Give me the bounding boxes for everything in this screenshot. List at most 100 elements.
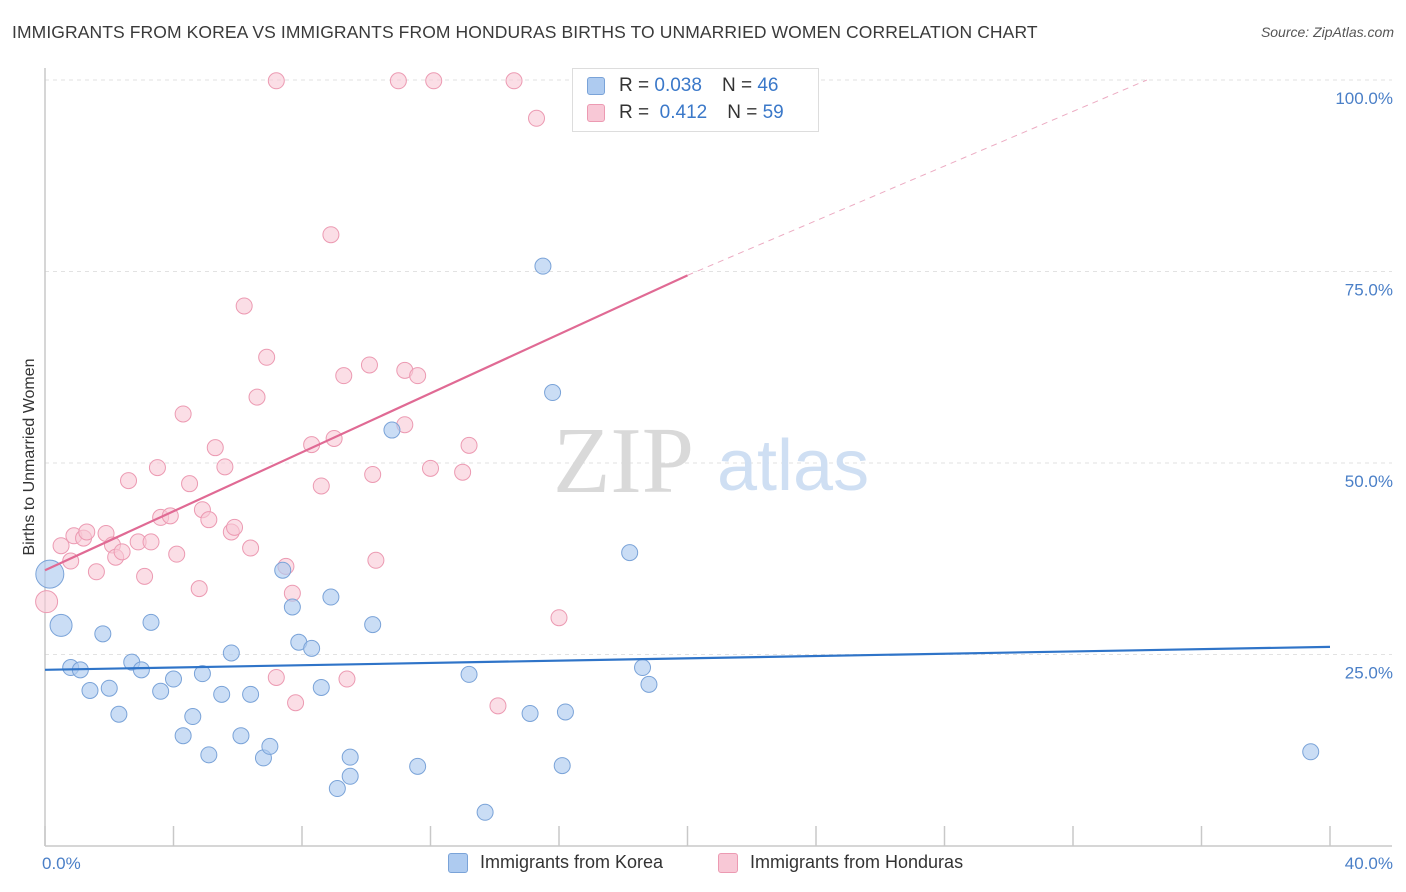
honduras-point (181, 475, 199, 493)
korea-point (341, 748, 359, 766)
honduras-point (409, 367, 427, 385)
korea-point (110, 705, 128, 723)
korea-swatch (587, 77, 605, 95)
honduras-point (425, 72, 443, 90)
korea-point (534, 257, 552, 275)
source-label: Source: ZipAtlas.com (1260, 24, 1394, 40)
korea-point (634, 659, 652, 677)
korea-point (553, 757, 571, 775)
korea-point (213, 685, 231, 703)
honduras-swatch (587, 104, 605, 122)
korea-point (261, 737, 279, 755)
legend-row-honduras: R = 0.412 N = 59 (587, 102, 784, 124)
honduras-point (367, 551, 385, 569)
honduras-point (168, 545, 186, 563)
honduras-point (460, 436, 478, 454)
y-tick-label: 25.0% (1345, 664, 1393, 683)
honduras-legend-swatch (718, 852, 738, 873)
honduras-point (148, 459, 166, 477)
korea-point (341, 767, 359, 785)
korea-point (621, 544, 639, 562)
honduras-legend-label: Immigrants from Honduras (750, 852, 964, 872)
honduras-point (52, 537, 70, 555)
korea-point (81, 682, 99, 700)
honduras-point (267, 668, 285, 686)
honduras-point (174, 405, 192, 423)
y-tick-label: 100.0% (1335, 89, 1393, 108)
x-tick-label: 0.0% (42, 854, 81, 873)
honduras-point (489, 697, 507, 715)
honduras-point (113, 543, 131, 561)
y-tick-label: 50.0% (1345, 472, 1393, 491)
honduras-point (287, 694, 305, 712)
honduras-point (242, 539, 260, 557)
honduras-point (78, 523, 96, 541)
honduras-point (258, 348, 276, 366)
korea-point (49, 613, 73, 637)
y-tick-label: 75.0% (1345, 281, 1393, 300)
korea-point (364, 616, 382, 634)
honduras-n-label: N = (727, 102, 758, 123)
honduras-point (364, 465, 382, 483)
honduras-point (136, 567, 154, 585)
honduras-r-label: R = (619, 102, 650, 123)
korea-r-label: R = (619, 75, 650, 96)
legend-item-honduras: Immigrants from Honduras (718, 852, 963, 873)
honduras-points (35, 72, 568, 715)
watermark-zip: ZIP (553, 409, 694, 513)
korea-point (94, 625, 112, 643)
korea-legend-label: Immigrants from Korea (480, 852, 664, 872)
honduras-point (142, 533, 160, 551)
chart-title: IMMIGRANTS FROM KOREA VS IMMIGRANTS FROM… (12, 22, 1038, 42)
tick-labels: 25.0% 50.0% 75.0% 100.0% 0.0% 40.0% (42, 89, 1393, 873)
honduras-point (550, 609, 568, 627)
legend-item-korea: Immigrants from Korea (448, 852, 663, 873)
korea-point (409, 757, 427, 775)
korea-point (322, 588, 340, 606)
trend-lines (44, 79, 1331, 671)
korea-point (165, 670, 182, 688)
korea-point (328, 780, 346, 798)
honduras-point (322, 226, 340, 244)
korea-n-label: N = (721, 75, 753, 96)
correlation-legend: R = 0.038 N = 46 R = 0.412 N = 59 (572, 68, 819, 132)
korea-r-value: 0.038 (654, 75, 702, 96)
korea-point (460, 665, 478, 683)
honduras-point (235, 297, 253, 315)
korea-point (544, 384, 562, 402)
korea-point (283, 598, 301, 616)
honduras-point (190, 580, 208, 598)
honduras-point (360, 356, 378, 374)
axes (44, 68, 1392, 847)
korea-point (152, 682, 170, 700)
korea-point (640, 675, 658, 693)
korea-trend-line (44, 645, 1331, 671)
watermark-atlas: atlas (717, 426, 869, 506)
korea-point (232, 727, 250, 745)
korea-point (476, 803, 494, 821)
korea-legend-swatch (448, 852, 468, 873)
honduras-point (200, 511, 218, 529)
korea-point (35, 559, 65, 589)
honduras-point (505, 72, 523, 90)
x-tick-label: 40.0% (1345, 854, 1393, 873)
korea-point (1302, 743, 1320, 761)
y-axis-label: Births to Unmarried Women (21, 358, 38, 555)
korea-n-value: 46 (757, 75, 779, 96)
korea-point (242, 685, 260, 703)
korea-point (222, 644, 240, 662)
honduras-point (216, 458, 234, 476)
korea-point (174, 727, 192, 745)
honduras-point (454, 463, 472, 481)
honduras-point (206, 439, 224, 457)
korea-point (142, 613, 160, 631)
honduras-point (422, 459, 439, 477)
korea-point (193, 665, 211, 683)
honduras-point (389, 72, 407, 90)
korea-point (521, 704, 539, 722)
korea-point (274, 561, 292, 579)
honduras-trend-line (44, 274, 688, 572)
honduras-point (87, 563, 105, 581)
series-legend: Immigrants from Korea Immigrants from Ho… (0, 852, 1406, 878)
